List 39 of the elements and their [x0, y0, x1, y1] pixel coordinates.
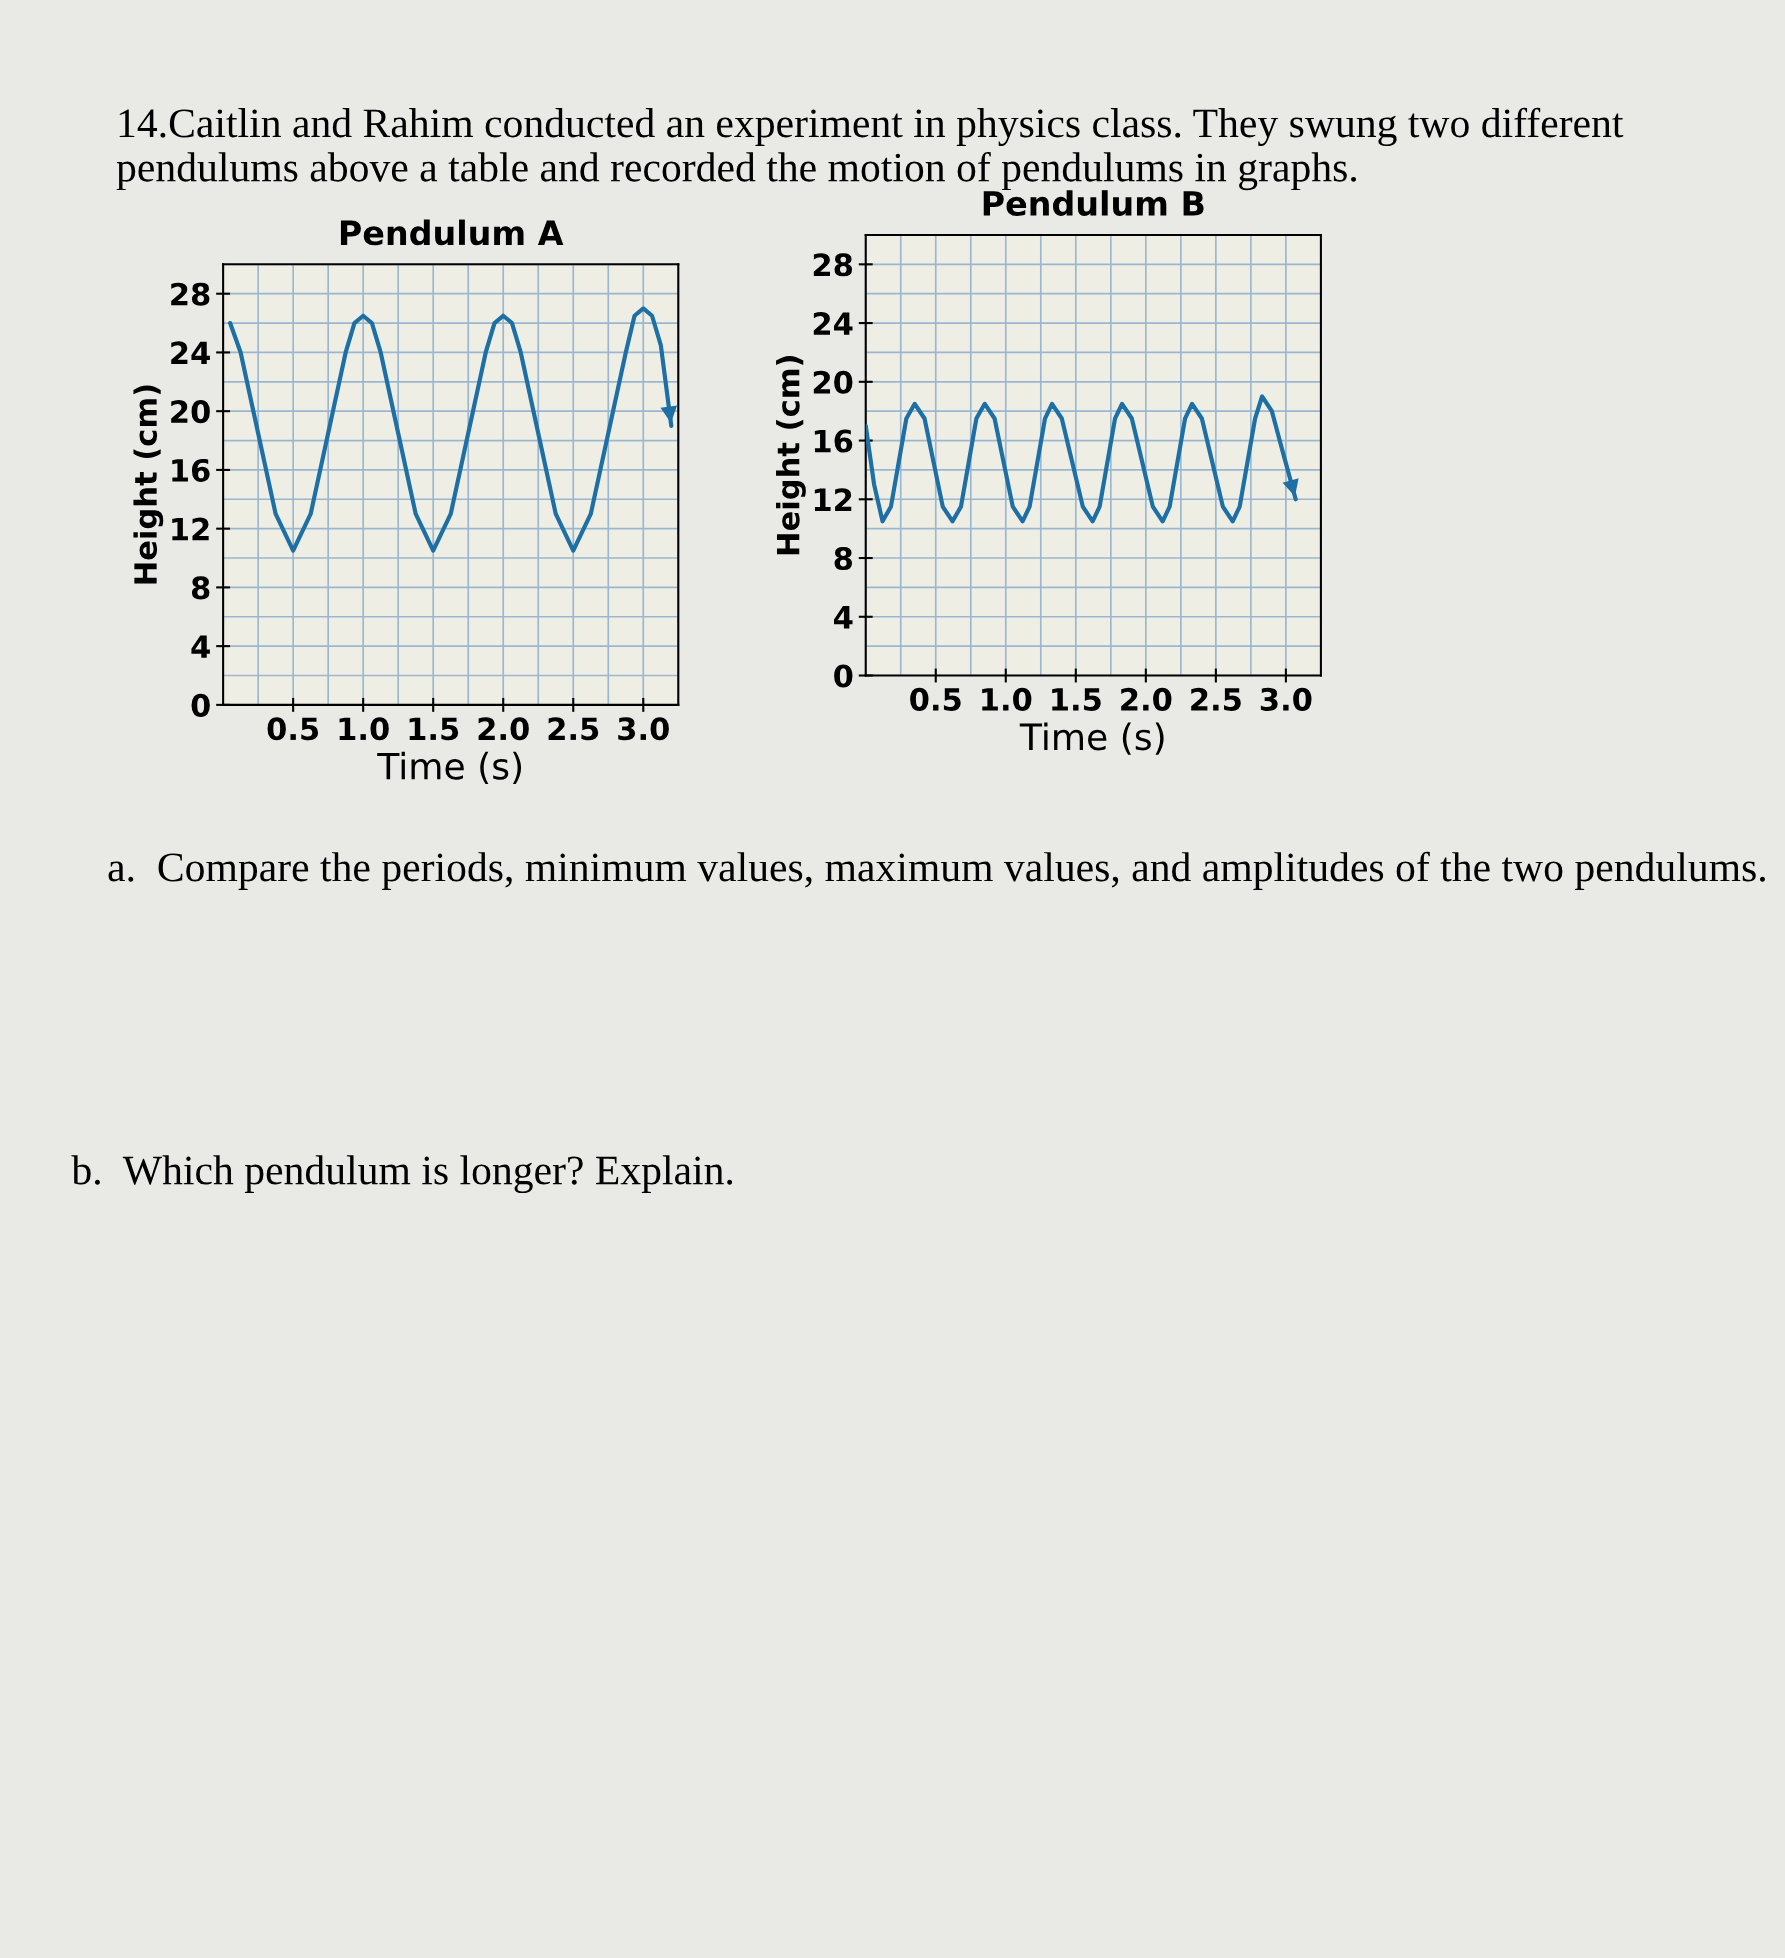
x-tick-label: 2.0: [1121, 687, 1172, 711]
y-tick-label: 8: [191, 576, 210, 600]
x-tick-label: 1.0: [339, 717, 389, 741]
x-tick-label: 0.5: [910, 687, 961, 711]
y-tick-label: 20: [171, 400, 210, 424]
line-series: [228, 306, 674, 553]
y-tick-label: 20: [813, 370, 853, 394]
x-axis-title: Time (s): [1019, 722, 1164, 755]
y-tick-label: 24: [171, 341, 210, 365]
y-tick-label: 4: [834, 606, 853, 629]
y-axis-title: Height (cm): [776, 356, 806, 555]
text: b. Which pendulum is longer? Explain.: [71, 1155, 733, 1194]
x-tick-label: 2.5: [1191, 687, 1241, 711]
y-tick-label: 4: [191, 635, 210, 658]
x-axis-title: Time (s): [377, 751, 522, 785]
x-tick-label: 3.0: [1260, 687, 1312, 711]
chart-title: Pendulum B: [983, 190, 1204, 216]
x-tick-label: 1.5: [409, 717, 459, 741]
y-tick-label: 28: [171, 282, 210, 306]
y-tick-label: 8: [834, 546, 853, 571]
chart-title: Pendulum A: [340, 219, 564, 246]
y-tick-label: 0: [834, 664, 853, 688]
y-tick-label: 16: [814, 429, 853, 453]
y-tick-label: 12: [172, 517, 209, 541]
y-tick-label: 0: [191, 693, 210, 717]
x-tick-label: 2.5: [548, 717, 599, 741]
x-tick-label: 0.5: [267, 717, 319, 741]
x-tick-label: 1.0: [982, 687, 1032, 711]
y-axis-title: Height (cm): [133, 385, 164, 584]
text: a. Compare the periods, minimum values, maximum values, and amplitudes of the two pendulums.: [108, 851, 1765, 890]
y-tick-label: 16: [172, 458, 210, 482]
y-tick-label: 12: [814, 488, 852, 511]
text: 14.Caitlin and Rahim conducted an experiment in physics class. They swung two different pendulums above a table and recorded the motion of pendulums in graphs.: [116, 107, 1624, 191]
y-tick-label: 28: [813, 253, 853, 277]
x-tick-label: 1.5: [1052, 688, 1101, 711]
x-tick-label: 3.0: [618, 717, 669, 741]
line-series: [865, 394, 1298, 524]
x-tick-label: 2.0: [478, 717, 529, 741]
y-tick-label: 24: [813, 312, 853, 335]
